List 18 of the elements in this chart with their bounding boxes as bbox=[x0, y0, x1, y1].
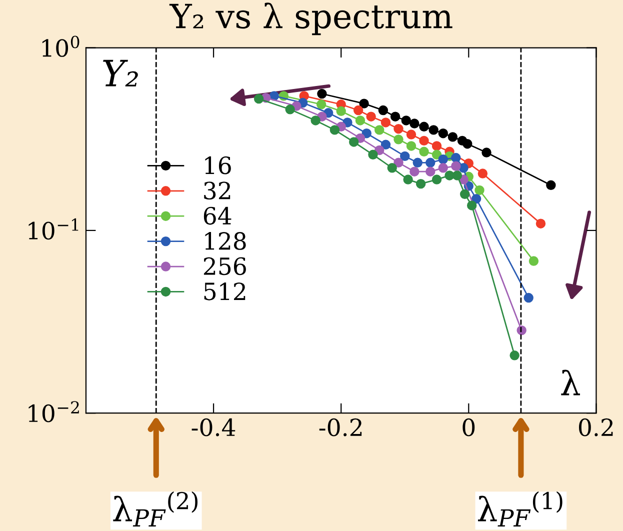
x-axis-title: λ bbox=[561, 370, 580, 396]
y-axis-title: Y₂ bbox=[103, 60, 138, 86]
y-tick-label: 10$^{−2}$ bbox=[28, 401, 79, 422]
x-tick-label: -0.2 bbox=[319, 418, 362, 436]
y-tick-label: 10$^{−1}$ bbox=[28, 218, 78, 240]
legend-label: 512 bbox=[204, 282, 246, 300]
ref-line-label: λ$_{PF}$$^{(2)}$ bbox=[113, 491, 198, 526]
x-tick-label: 0 bbox=[462, 418, 475, 436]
chart-title: Y₂ vs λ spectrum bbox=[169, 2, 452, 36]
ref-line-label: λ$_{PF}$$^{(1)}$ bbox=[478, 491, 562, 526]
legend-label: 16 bbox=[205, 156, 231, 174]
legend-label: 128 bbox=[205, 232, 246, 250]
legend-label: 64 bbox=[204, 206, 232, 225]
x-tick-label: 0.2 bbox=[578, 418, 613, 436]
legend-label: 256 bbox=[204, 257, 246, 276]
legend-label: 32 bbox=[204, 182, 230, 200]
y-tick-label: 10$^{0}$ bbox=[42, 36, 80, 57]
x-tick-label: -0.4 bbox=[192, 418, 236, 436]
